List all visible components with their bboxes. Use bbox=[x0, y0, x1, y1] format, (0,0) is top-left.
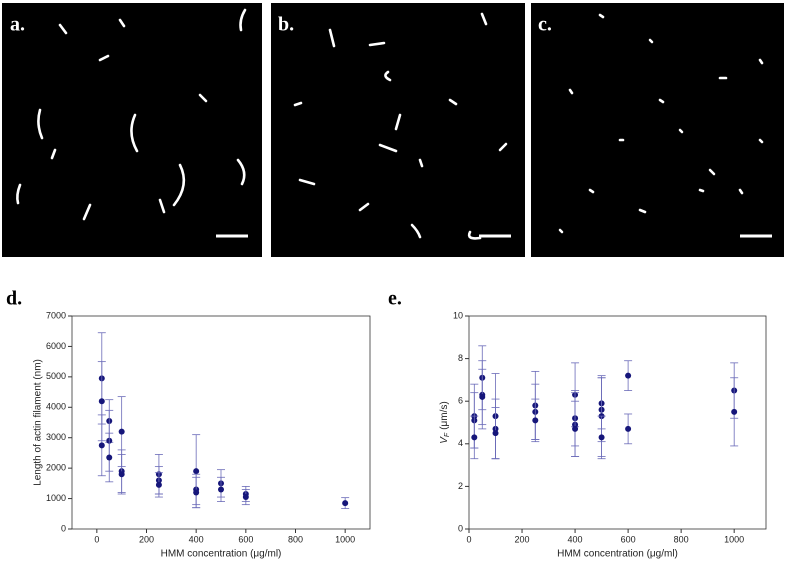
x-tick-label: 800 bbox=[674, 534, 689, 544]
y-label-unit: (μm/s) bbox=[439, 401, 450, 430]
micrograph-b bbox=[271, 3, 525, 257]
filaments-c bbox=[558, 13, 764, 234]
data-point bbox=[572, 425, 579, 432]
x-tick-label: 600 bbox=[621, 534, 636, 544]
x-tick-label: 200 bbox=[139, 534, 154, 544]
data-point bbox=[731, 408, 738, 415]
y-tick-label: 0 bbox=[61, 523, 66, 533]
y-tick-label: 4000 bbox=[46, 402, 66, 412]
y-axis-label: VF (μm/s) bbox=[439, 401, 451, 443]
y-tick-label: 4 bbox=[458, 438, 463, 448]
y-tick-label: 1000 bbox=[46, 493, 66, 503]
y-tick-label: 8 bbox=[458, 353, 463, 363]
data-point bbox=[342, 500, 349, 507]
x-axis-label: HMM concentration (μg/ml) bbox=[557, 549, 678, 560]
data-point bbox=[193, 489, 200, 496]
filaments-b bbox=[293, 12, 508, 240]
y-label-symbol: V bbox=[439, 436, 450, 444]
panel-label: a. bbox=[10, 14, 25, 36]
data-point bbox=[193, 468, 200, 475]
x-tick-label: 600 bbox=[238, 534, 253, 544]
micrograph-c bbox=[531, 3, 784, 257]
x-tick-label: 400 bbox=[189, 534, 204, 544]
y-label-subscript: F bbox=[444, 432, 451, 437]
data-point bbox=[106, 454, 113, 461]
plot-frame bbox=[468, 315, 767, 530]
y-tick-label: 7000 bbox=[46, 310, 66, 320]
panel-label: e. bbox=[388, 288, 402, 310]
panel-label: c. bbox=[538, 14, 552, 36]
data-point bbox=[532, 417, 539, 424]
x-axis-label: HMM concentration (μg/ml) bbox=[161, 549, 282, 560]
data-point bbox=[218, 486, 224, 493]
x-tick-label: 1000 bbox=[724, 534, 744, 544]
data-point bbox=[598, 434, 605, 441]
y-tick-label: 2000 bbox=[46, 463, 66, 473]
data-point bbox=[118, 471, 125, 478]
data-point bbox=[479, 393, 486, 400]
y-tick-label: 5000 bbox=[46, 371, 66, 381]
filaments-a bbox=[16, 8, 247, 221]
x-tick-label: 0 bbox=[94, 534, 99, 544]
y-tick-label: 6000 bbox=[46, 341, 66, 351]
panel-label: b. bbox=[278, 14, 294, 36]
y-tick-label: 10 bbox=[453, 310, 463, 320]
data-point bbox=[155, 481, 162, 488]
y-tick-label: 0 bbox=[458, 523, 463, 533]
data-point bbox=[98, 442, 105, 449]
y-axis-label: Length of actin filament (nm) bbox=[33, 359, 44, 486]
data-point bbox=[625, 372, 632, 379]
data-point bbox=[625, 425, 632, 432]
x-tick-label: 1000 bbox=[335, 534, 355, 544]
panel-label: d. bbox=[6, 288, 22, 310]
y-tick-label: 6 bbox=[458, 396, 463, 406]
x-tick-label: 800 bbox=[288, 534, 303, 544]
plot-frame bbox=[71, 315, 371, 530]
x-tick-label: 400 bbox=[568, 534, 583, 544]
x-tick-label: 200 bbox=[515, 534, 530, 544]
x-tick-label: 0 bbox=[466, 534, 471, 544]
y-tick-label: 2 bbox=[458, 481, 463, 491]
data-point bbox=[118, 428, 125, 435]
data-point bbox=[471, 434, 478, 441]
data-point bbox=[242, 494, 249, 501]
data-point bbox=[98, 398, 105, 405]
data-point bbox=[492, 430, 499, 437]
y-tick-label: 3000 bbox=[46, 432, 66, 442]
